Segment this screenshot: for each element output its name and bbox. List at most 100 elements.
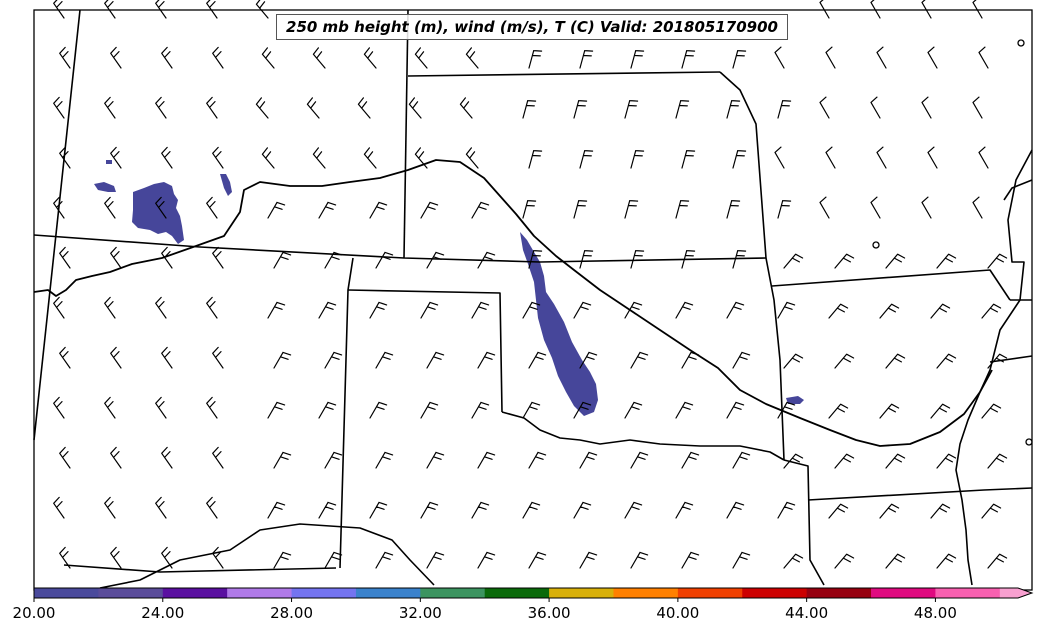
- wind-barb: [936, 353, 957, 369]
- wind-barb: [921, 96, 932, 119]
- wind-barb: [273, 451, 292, 469]
- wind-barb: [161, 46, 173, 69]
- wind-barb: [981, 303, 1002, 319]
- height-contour: [33, 159, 993, 447]
- wind-barb: [212, 46, 224, 69]
- wind-barb: [267, 301, 286, 319]
- wind-barb: [369, 301, 388, 319]
- wind-barb: [426, 551, 445, 569]
- wind-barb: [363, 47, 377, 69]
- wind-barb: [426, 451, 445, 469]
- border-iowa-missouri-east: [989, 355, 1033, 363]
- wind-barb: [161, 346, 173, 369]
- colorbar-swatch: [98, 588, 164, 598]
- wind-barb: [624, 200, 639, 219]
- wind-barb: [53, 96, 65, 119]
- wind-barb: [783, 353, 804, 369]
- wind-barb: [426, 251, 445, 269]
- wind-barb: [624, 501, 643, 519]
- wind-barb: [732, 150, 747, 169]
- wind-barb: [324, 251, 343, 269]
- border-texas-louisiana: [783, 459, 825, 586]
- wind-barb: [681, 150, 696, 169]
- wind-barb: [675, 100, 690, 119]
- wind-barb: [936, 453, 957, 469]
- wind-barb: [573, 200, 588, 219]
- wind-barb: [161, 246, 173, 269]
- colorbar-swatch: [871, 588, 936, 598]
- wind-barb: [987, 453, 1008, 469]
- wind-barb: [369, 501, 388, 519]
- border-nebraska-south-dakota: [407, 71, 721, 77]
- colorbar-tick-label: 48.00: [913, 604, 957, 622]
- wind-barb: [630, 50, 645, 69]
- wind-barb: [261, 147, 275, 169]
- colorbar-swatch: [549, 588, 614, 598]
- calm-circle: [872, 241, 880, 249]
- wind-barb: [732, 551, 751, 569]
- wind-barb: [777, 301, 796, 319]
- wind-barb: [879, 503, 900, 519]
- wind-barb: [972, 96, 983, 119]
- wind-barb: [870, 96, 881, 119]
- wind-barb: [261, 47, 275, 69]
- wind-barb: [161, 446, 173, 469]
- wind-barb: [624, 100, 639, 119]
- wind-barb: [375, 551, 394, 569]
- wind-barb: [573, 100, 588, 119]
- wind-barb: [579, 451, 598, 469]
- wind-barb: [681, 50, 696, 69]
- wind-barb: [675, 401, 694, 419]
- wind-barb: [630, 351, 649, 369]
- wind-barb: [318, 501, 337, 519]
- wind-barb: [318, 301, 337, 319]
- wind-barb: [978, 46, 989, 69]
- wind-barb: [624, 401, 643, 419]
- wind-barb: [471, 501, 490, 519]
- shading-region-oklahoma: [520, 232, 598, 416]
- wind-barb: [267, 501, 286, 519]
- shading-region-small-2: [220, 174, 232, 196]
- wind-barb: [110, 146, 122, 169]
- wind-barb: [825, 146, 836, 169]
- colorbar-swatch: [227, 588, 293, 598]
- map-background: [34, 10, 1032, 590]
- wind-barb: [936, 253, 957, 269]
- colorbar-swatch: [420, 588, 486, 598]
- shading-region-utah: [132, 182, 184, 244]
- colorbar-tick-label: 28.00: [270, 604, 314, 622]
- wind-barb: [53, 296, 65, 319]
- wind-barb: [675, 200, 690, 219]
- wind-barb: [528, 50, 543, 69]
- wind-barb: [471, 301, 490, 319]
- wind-barb: [987, 353, 1008, 369]
- wind-barb: [675, 501, 694, 519]
- colorbar-swatch: [484, 588, 550, 598]
- wind-barb: [528, 150, 543, 169]
- wind-barb: [777, 100, 792, 119]
- colorbar-swatch: [742, 588, 808, 598]
- map-title: 250 mb height (m), wind (m/s), T (C) Val…: [276, 14, 788, 40]
- wind-barb: [681, 351, 700, 369]
- wind-barb: [573, 301, 592, 319]
- wind-barb: [783, 553, 804, 569]
- wind-barb: [414, 47, 428, 69]
- wind-barb: [206, 396, 218, 419]
- wind-barb: [110, 46, 122, 69]
- wind-barb: [414, 147, 428, 169]
- wind-barb: [471, 201, 490, 219]
- wind-barb: [324, 351, 343, 369]
- wind-barb: [834, 253, 855, 269]
- wind-barb: [834, 553, 855, 569]
- wind-barb: [879, 303, 900, 319]
- wind-barb: [420, 401, 439, 419]
- wind-barb: [579, 551, 598, 569]
- wind-barb: [930, 303, 951, 319]
- wind-barb: [318, 201, 337, 219]
- wind-barb: [777, 200, 792, 219]
- wind-barb: [528, 250, 543, 269]
- wind-barb: [777, 501, 796, 519]
- temperature-shading: [94, 160, 804, 416]
- wind-barb: [870, 196, 881, 219]
- wind-barb: [155, 496, 167, 519]
